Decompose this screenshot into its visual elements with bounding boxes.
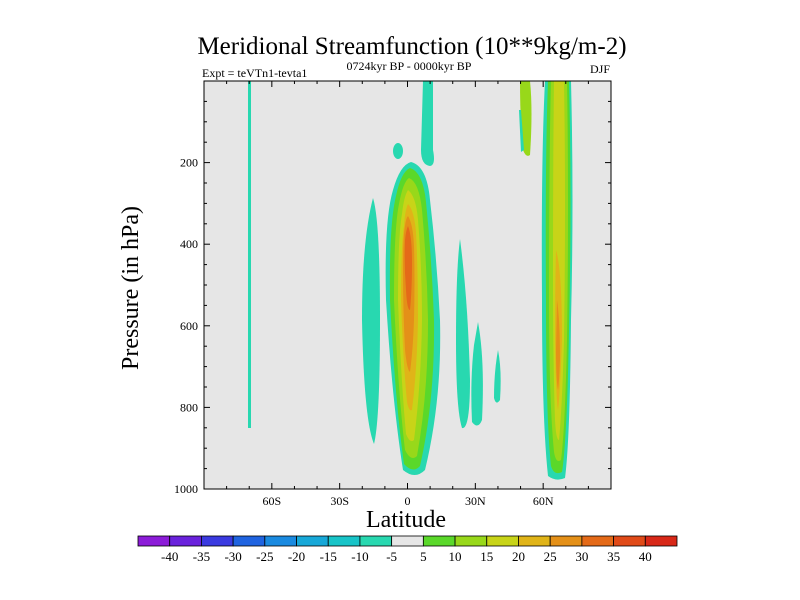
colorbar-swatch [644,535,678,547]
x-tick-label: 60S [262,494,281,508]
colorbar-swatch [422,535,456,547]
colorbar-label: -30 [224,549,241,564]
colorbar-label: 40 [639,549,652,564]
y-tick-label: 1000 [174,482,198,496]
colorbar-label: 5 [420,549,427,564]
colorbar-label: 30 [575,549,588,564]
contour-eq-cell-l7 [404,226,412,310]
x-tick-label: 0 [405,494,411,508]
colorbar-swatch [581,535,614,547]
colorbar-label: -40 [161,549,178,564]
contour-sh-tropical-neg [362,198,380,444]
colorbar-swatch [296,535,329,547]
y-tick-label: 600 [180,319,198,333]
colorbar-label: 20 [512,549,525,564]
colorbar-swatch [518,535,551,547]
colorbar-label: -25 [256,549,273,564]
x-axis-label: Latitude [366,507,446,533]
colorbar-swatch [613,535,646,547]
colorbar-swatch [169,535,202,547]
x-tick-label: 30S [330,494,349,508]
colorbar-label: -20 [288,549,305,564]
colorbar-label: -15 [320,549,337,564]
contour-nh-upper-neg [519,110,524,152]
colorbar-label: -5 [386,549,397,564]
contour-upper-tropical-neg [421,81,434,166]
colorbar-label: 35 [607,549,620,564]
colorbar-swatch [391,535,424,547]
x-tick-label: 60N [533,494,554,508]
colorbar-label: 10 [449,549,462,564]
colorbar-swatch [454,535,488,547]
chart-title: Meridional Streamfunction (10**9kg/m-2) [197,33,626,60]
contour-nh-subtrop-neg-1 [456,239,470,429]
contour-sh-strip [248,81,251,428]
colorbar-label: -10 [351,549,368,564]
contour-nh-cell-l6 [556,300,560,390]
contour-blob-upper-eq [393,143,403,159]
y-tick-label: 800 [180,400,198,414]
colorbar-swatch [201,535,234,547]
colorbar-swatch [327,535,361,547]
contour-fields [248,81,573,480]
colorbar-swatch [486,535,519,547]
chart-subtitle-right: DJF [590,62,610,76]
colorbar-label: -35 [193,549,210,564]
y-tick-label: 200 [180,156,198,170]
y-axis-label: Pressure (in hPa) [118,206,144,370]
colorbar-swatch [359,535,393,547]
colorbar-swatch [264,535,297,547]
colorbar-swatch [137,535,171,547]
contour-nh-subtrop-neg-3 [494,350,501,403]
chart-subtitle-center: 0724kyr BP - 0000kyr BP [347,59,472,73]
chart-subtitle-left: Expt = teVTn1-tevta1 [202,66,307,80]
x-tick-label: 30N [465,494,486,508]
y-tick-label: 400 [180,237,198,251]
colorbar-label: 25 [544,549,557,564]
colorbar-swatch [232,535,266,547]
contour-nh-subtrop-neg-2 [471,322,483,426]
x-axis-ticks: 60S 30S 0 30N 60N [226,81,589,508]
colorbar: -40 -35 -30 -25 -20 -15 -10 -5 5 10 15 20 25 30 35 40 [137,535,678,564]
colorbar-swatch [549,535,583,547]
colorbar-label: 15 [480,549,493,564]
y-axis-ticks: 200 400 600 800 1000 [174,100,611,496]
